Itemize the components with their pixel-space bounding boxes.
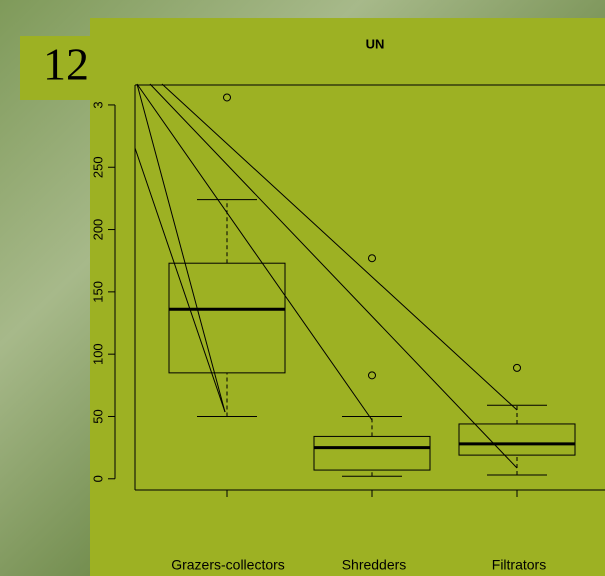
y-tick-label: 200 [90,219,105,241]
plot-frame [134,84,605,491]
annotation-line [149,83,518,469]
box [313,435,431,471]
y-tick-label: 3 [90,101,105,108]
chart-title: UN [366,36,385,51]
annotation-line [136,83,373,421]
box [458,423,576,456]
annotation-lines [134,83,518,469]
slide-number-box [20,36,116,100]
x-tick-label: Grazers-collectors [171,557,285,573]
y-tick-label: 150 [90,281,105,303]
x-tick-label: Filtrators [492,557,546,573]
slide-number: 12 [43,39,89,90]
y-tick-label: 50 [90,409,105,423]
y-tick-label: 250 [90,156,105,178]
outlier [368,254,376,263]
y-tick-label: 0 [90,475,105,482]
box [168,262,286,374]
annotation-line [136,83,226,413]
y-tick-label: 100 [90,343,105,365]
outlier [368,371,376,380]
x-tick-label: Shredders [342,557,407,573]
outlier [513,363,521,372]
outlier [223,93,231,102]
annotation-line [161,83,518,411]
annotation-line [134,147,226,413]
